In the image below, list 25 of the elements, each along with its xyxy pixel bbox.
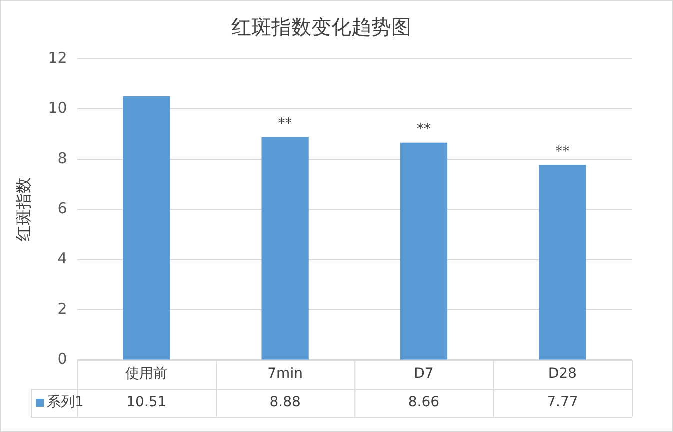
- data-label: 8.88: [270, 394, 301, 411]
- y-tick-label: 10: [48, 99, 68, 118]
- y-tick-label: 12: [48, 48, 68, 67]
- annotation: **: [556, 144, 570, 160]
- x-tick-label: 7min: [268, 366, 303, 382]
- x-tick-label: 使用前: [126, 366, 168, 382]
- x-tick-label: D7: [414, 366, 434, 382]
- x-tick-label: D28: [548, 366, 577, 382]
- chart-title: 红斑指数变化趋势图: [232, 15, 412, 40]
- y-tick-label: 6: [58, 199, 68, 218]
- bar: [262, 137, 309, 360]
- annotation: **: [278, 116, 292, 132]
- data-label: 7.77: [547, 394, 578, 411]
- legend-label: 系列1: [47, 394, 84, 411]
- y-tick-label: 2: [58, 300, 68, 318]
- y-axis-title: 红斑指数: [14, 178, 33, 242]
- annotation: **: [416, 121, 431, 138]
- y-tick-label: 0: [58, 350, 68, 368]
- y-tick-label: 8: [58, 149, 68, 168]
- y-tick-label: 4: [58, 250, 68, 268]
- bar: [400, 142, 448, 360]
- data-label: 10.51: [126, 394, 167, 411]
- bar: [123, 96, 170, 360]
- bar: [539, 165, 586, 360]
- data-label: 8.66: [408, 394, 440, 411]
